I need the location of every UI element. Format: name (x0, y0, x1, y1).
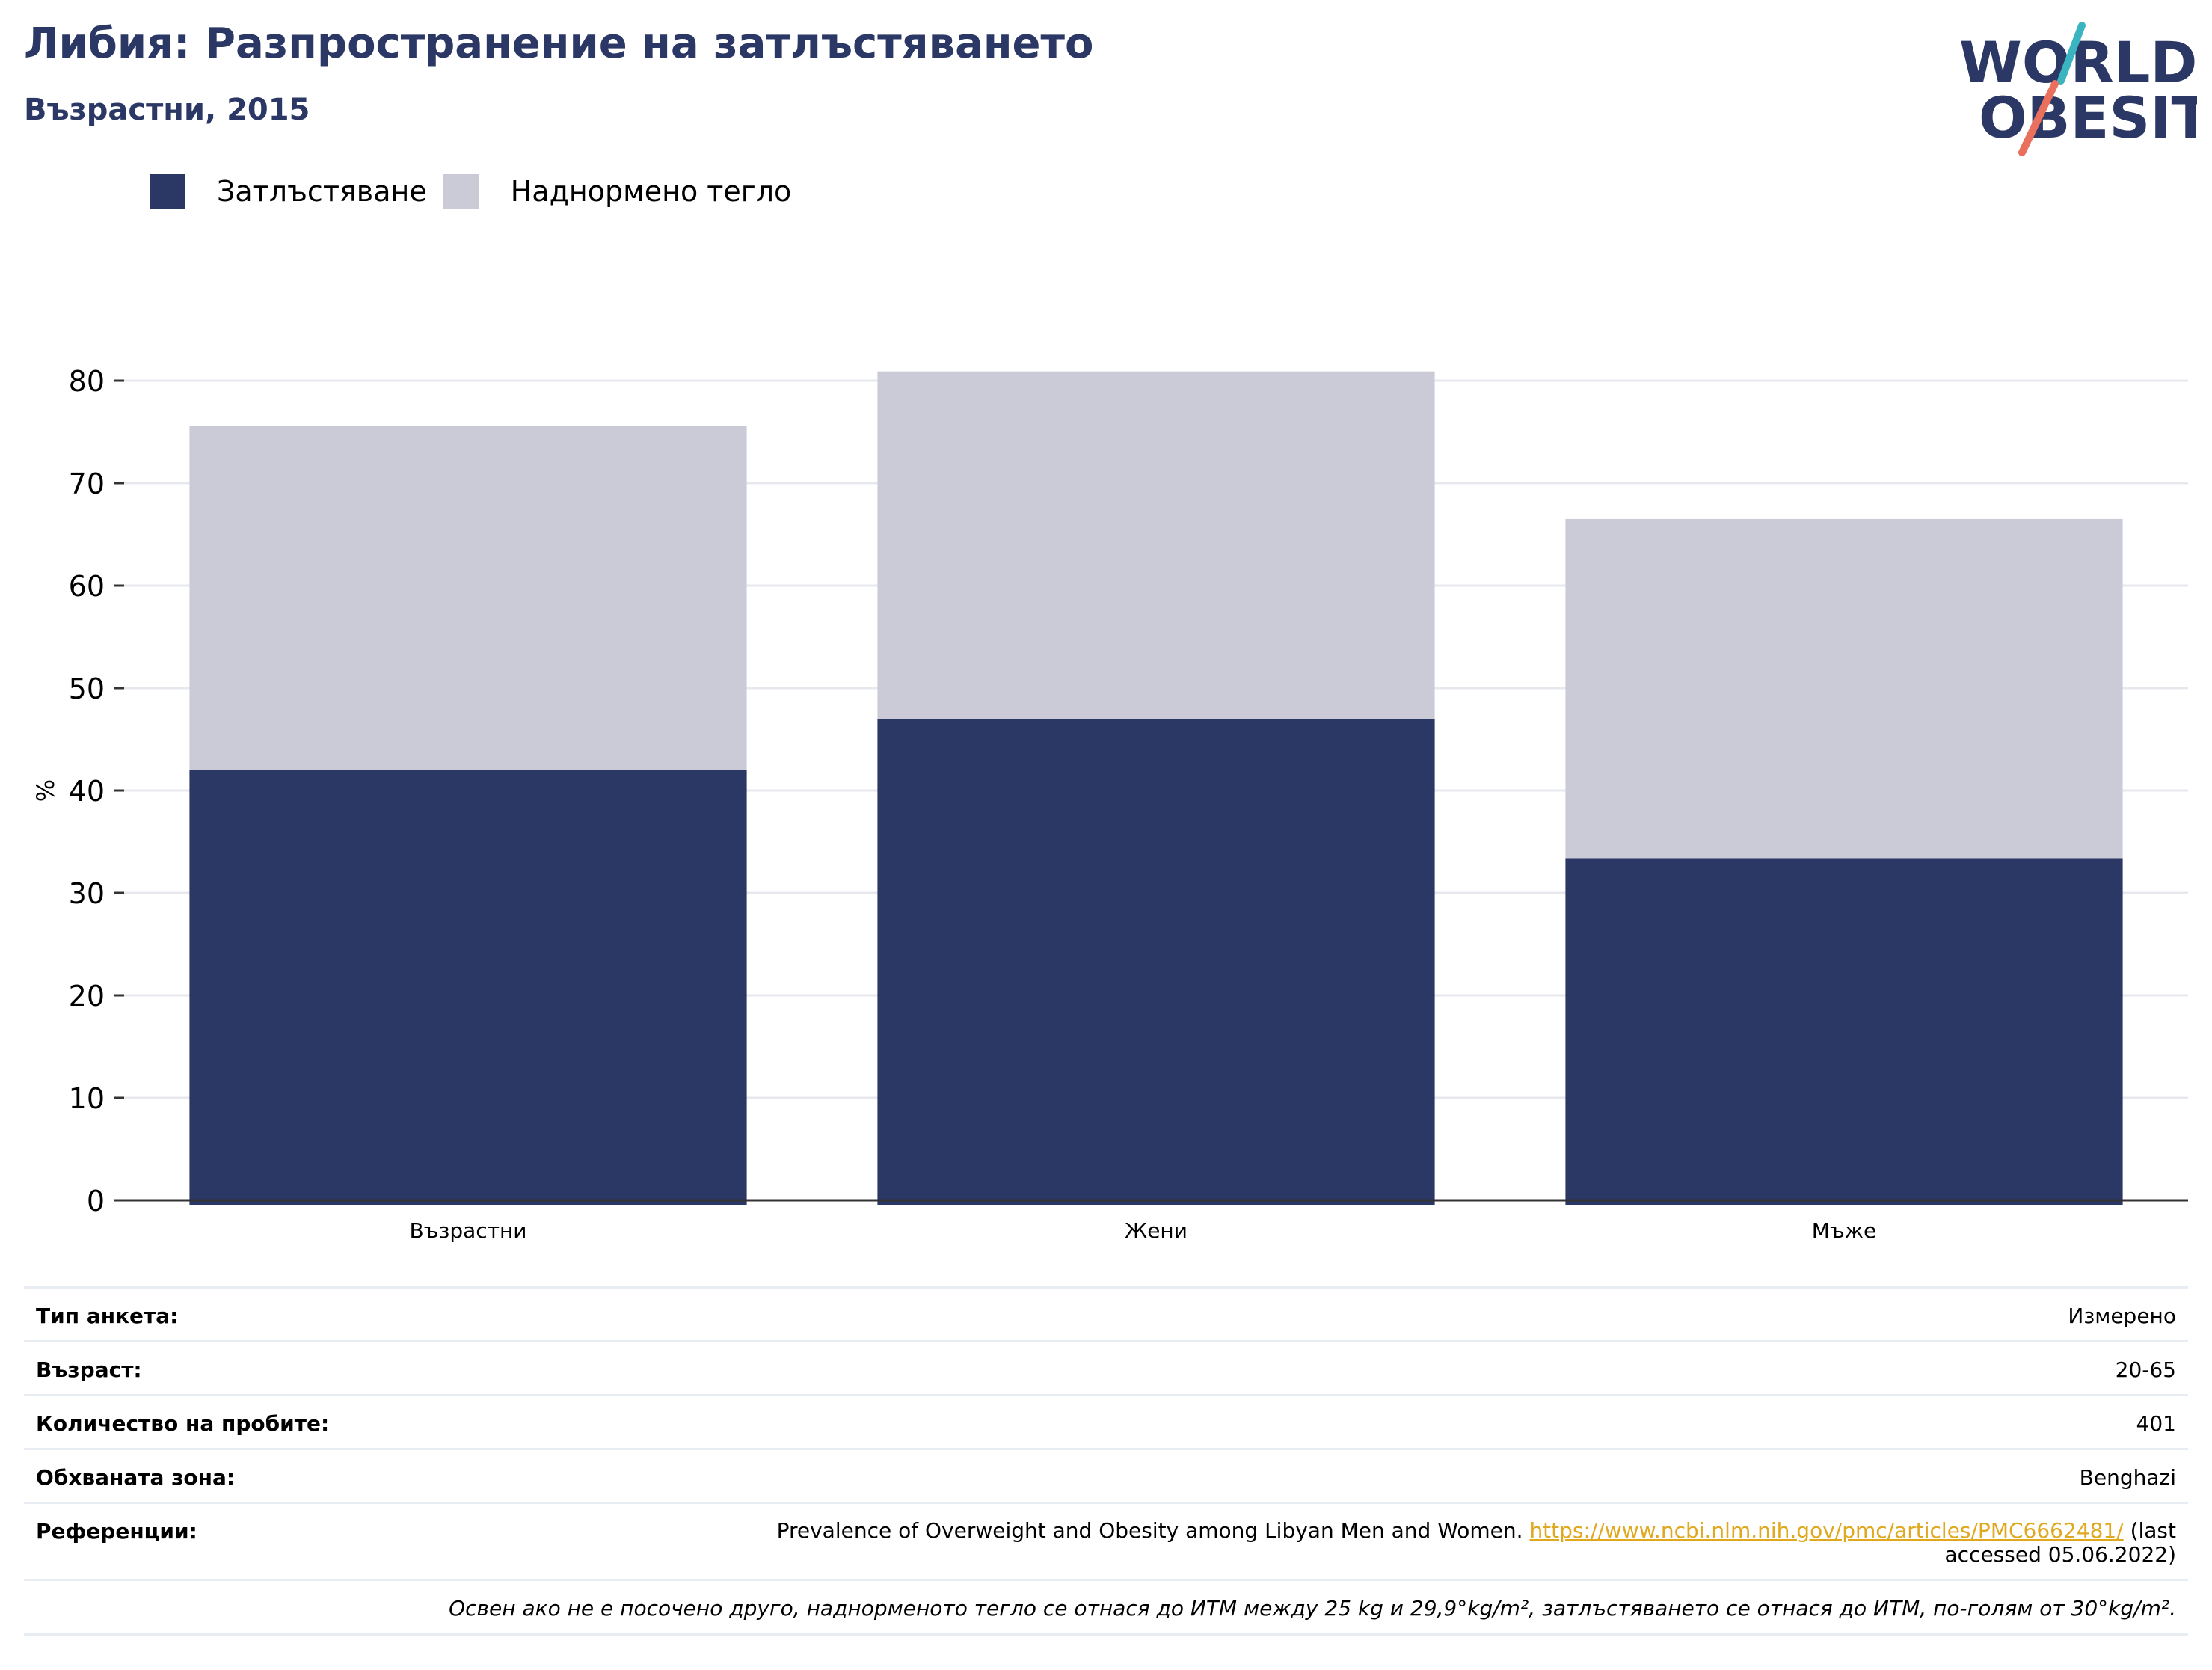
y-tick-label-80: 80 (69, 365, 105, 398)
y-tick-label-10: 10 (69, 1082, 105, 1115)
y-tick-label-30: 30 (69, 877, 105, 910)
area-label: Обхваната зона: (36, 1465, 236, 1490)
meta-row-sample-size: Количество на пробите: 401 (24, 1394, 2188, 1448)
bar-overweight-0 (189, 426, 747, 770)
meta-row-age: Възраст: 20-65 (24, 1340, 2188, 1394)
meta-row-references: Референции: Prevalence of Overweight and… (24, 1502, 2188, 1579)
legend-label-obesity: Затлъстяване (217, 175, 427, 208)
logo-text-obesity: OBESITY (1979, 85, 2197, 151)
bar-overweight-2 (1565, 518, 2123, 859)
bar-obesity-2 (1565, 858, 2123, 1205)
chart-title: Либия: Разпространение на затлъстяването (24, 19, 1094, 68)
logo-slash-coral (2018, 80, 2059, 156)
references-text: Prevalence of Overweight and Obesity amo… (776, 1518, 1530, 1543)
survey-type-value: Измерено (2068, 1304, 2176, 1328)
x-tick-label-2: Мъже (1812, 1218, 1876, 1243)
age-label: Възраст: (36, 1357, 142, 1382)
x-tick-label-0: Възрастни (409, 1218, 526, 1243)
bmi-definition-note: Освен ако не е посочено друго, наднормен… (24, 1579, 2188, 1636)
references-label: Референции: (36, 1519, 197, 1544)
references-accessed: (last accessed 05.06.2022) (1944, 1518, 2177, 1567)
y-tick-label-0: 0 (87, 1185, 105, 1218)
legend-label-overweight: Наднормено тегло (510, 175, 792, 208)
references-link[interactable]: https://www.ncbi.nlm.nih.gov/pmc/article… (1529, 1518, 2124, 1543)
chart-legend: Затлъстяване Наднормено тегло (150, 172, 808, 211)
legend-swatch-overweight (443, 174, 479, 209)
survey-type-label: Тип анкета: (36, 1304, 179, 1328)
references-value: Prevalence of Overweight and Obesity amo… (681, 1519, 2176, 1567)
y-tick-label-20: 20 (69, 980, 105, 1013)
y-tick-label-50: 50 (69, 672, 105, 705)
age-value: 20-65 (2115, 1357, 2176, 1382)
chart-subtitle: Възрастни, 2015 (24, 93, 310, 127)
meta-row-survey-type: Тип анкета: Измерено (24, 1286, 2188, 1340)
world-obesity-logo: WORLD OBESITY (1959, 22, 2197, 156)
bar-obesity-0 (189, 770, 747, 1205)
sample-size-value: 401 (2136, 1411, 2176, 1436)
y-tick-label-70: 70 (69, 467, 105, 500)
bar-obesity-1 (877, 719, 1435, 1205)
area-value: Benghazi (2079, 1465, 2176, 1490)
y-tick-label-40: 40 (69, 775, 105, 808)
survey-details-table: Тип анкета: Измерено Възраст: 20-65 Коли… (24, 1286, 2188, 1636)
x-tick-label-1: Жени (1125, 1218, 1188, 1243)
y-tick-label-60: 60 (69, 570, 105, 603)
legend-swatch-obesity (150, 174, 185, 209)
meta-row-area: Обхваната зона: Benghazi (24, 1448, 2188, 1502)
y-axis-label: % (31, 779, 60, 802)
bar-overweight-1 (877, 371, 1435, 719)
logo-slash-teal (2057, 22, 2086, 85)
bar-chart: 0 10 20 30 40 50 60 70 80% Възрастни Жени Мъже (31, 365, 2188, 1243)
sample-size-label: Количество на пробите: (36, 1411, 330, 1436)
